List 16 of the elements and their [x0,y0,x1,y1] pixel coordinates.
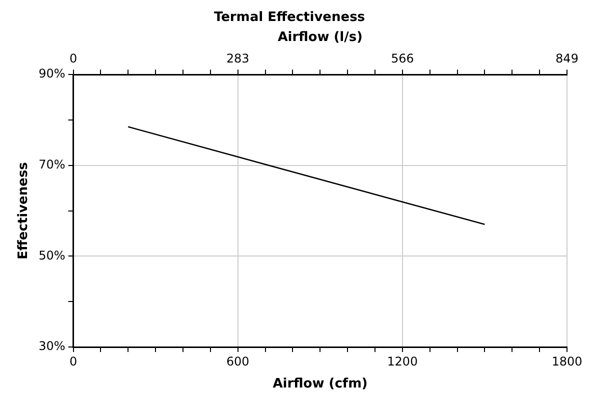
y-tick-label: 70% [38,158,66,172]
y-axis-title: Effectiveness [16,162,32,260]
x2-tick-label: 0 [69,52,78,66]
chart-title: Termal Effectiveness [214,10,366,26]
y-tick-label: 30% [38,339,66,354]
x-tick-label: 0 [69,354,78,368]
y-tick-label: 90% [38,66,66,81]
x-tick-label: 1200 [387,354,418,368]
x-axis-title: Airflow (cfm) [272,376,368,392]
x-tick-label: 600 [226,354,250,368]
y-tick-label: 50% [38,248,66,262]
x-tick-label: 1800 [552,354,582,368]
x2-tick-label: 849 [556,52,578,66]
x2-tick-label: 566 [390,52,414,66]
x2-axis-title: Airflow (l/s) [278,30,363,45]
x2-tick-label: 283 [226,52,250,66]
